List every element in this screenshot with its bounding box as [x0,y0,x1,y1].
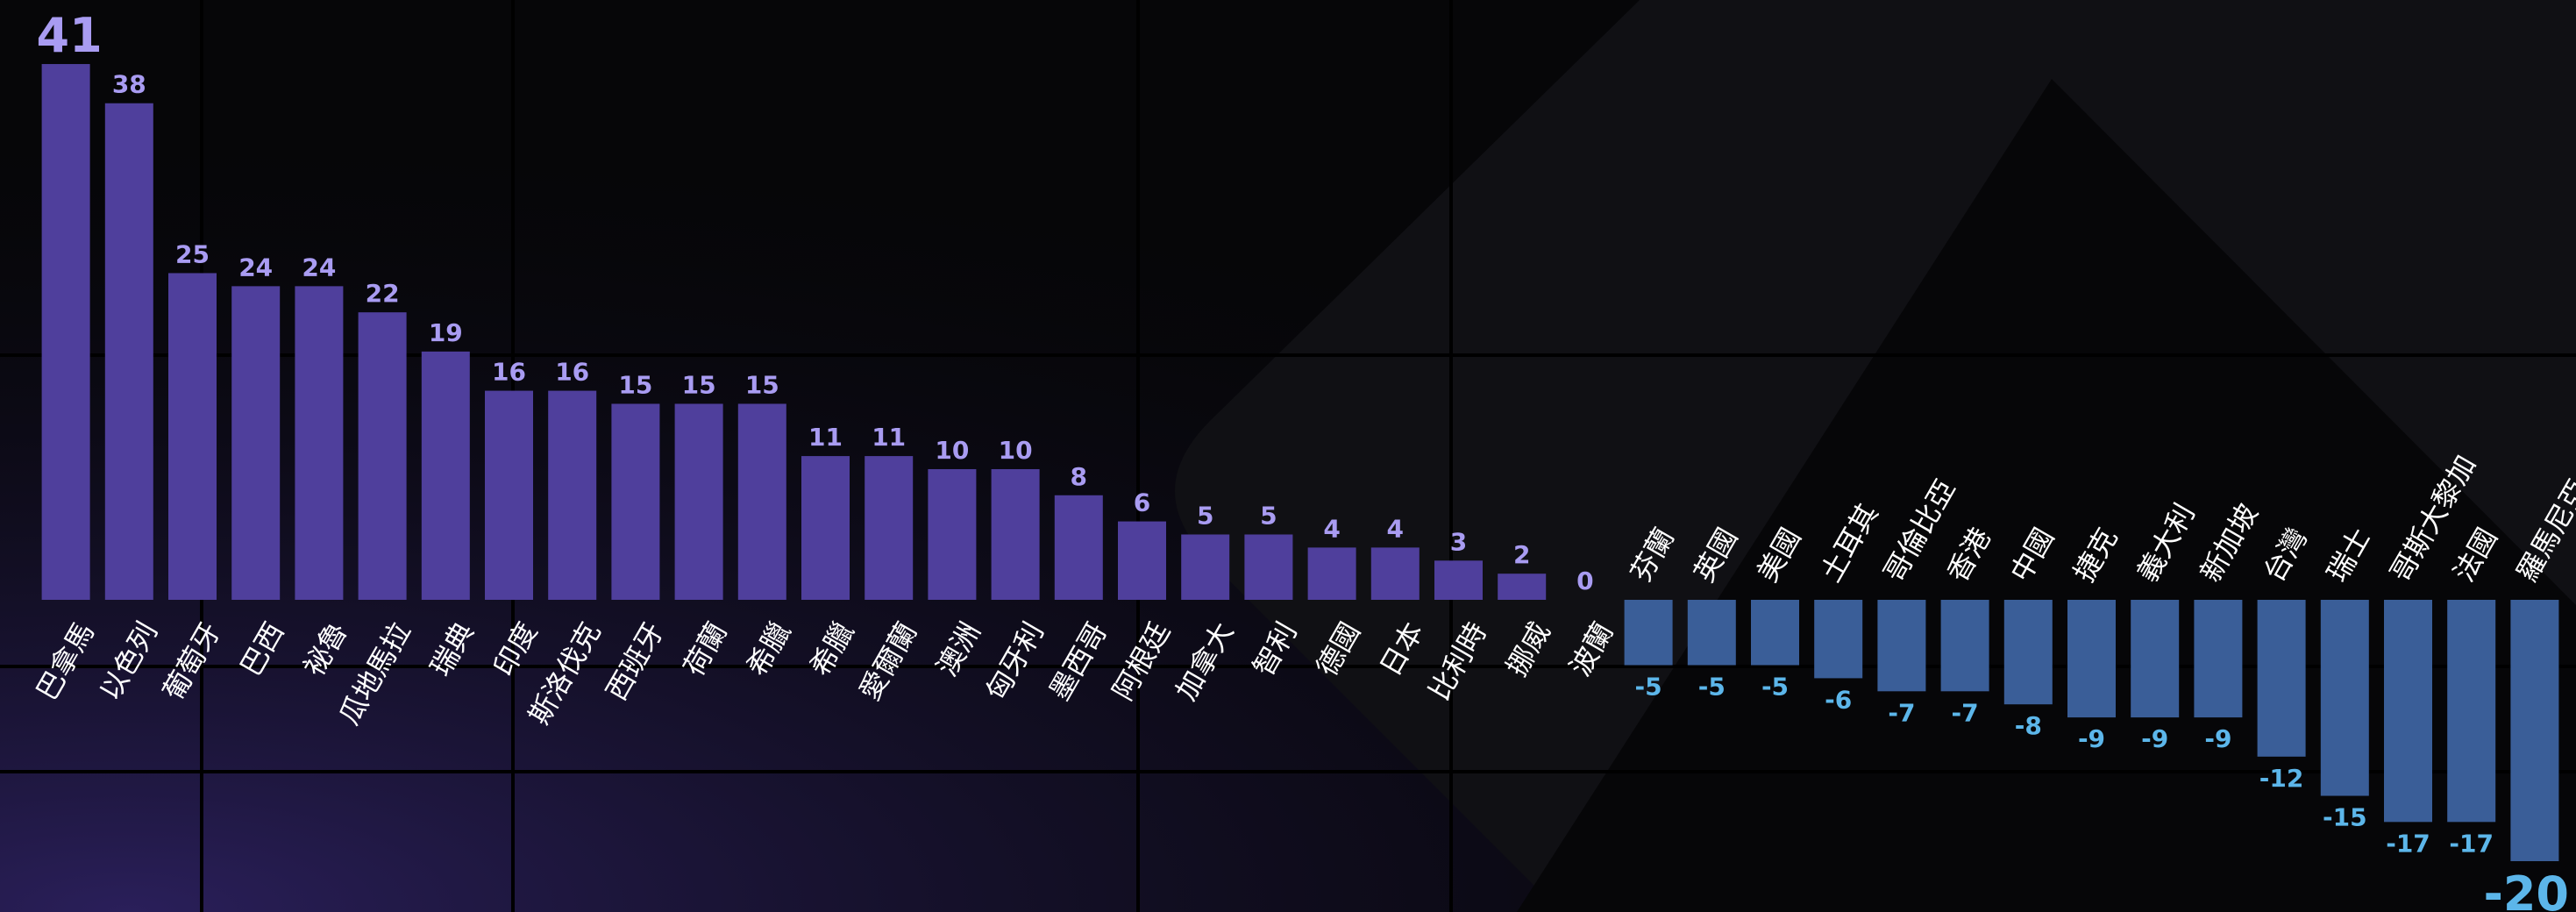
value-label: -17 [2386,829,2430,858]
bar [801,456,850,600]
value-label: -5 [1635,673,1662,702]
value-label: -9 [2204,724,2231,753]
value-label: 4 [1323,514,1340,543]
bar [737,403,786,600]
bar [231,286,281,600]
value-label: 38 [112,70,146,99]
value-label: 10 [935,436,969,465]
bar [1434,560,1483,600]
value-label: -9 [2078,724,2105,753]
value-label: 2 [1513,540,1530,569]
bar [1687,600,1736,666]
value-label: 15 [745,370,779,399]
value-label: -15 [2323,803,2367,832]
value-label: 11 [872,423,906,452]
bar [2131,600,2180,718]
bar [2447,600,2496,823]
bar [485,390,533,600]
value-label: -5 [1761,673,1789,702]
bar [1498,574,1547,600]
bar [358,312,407,600]
bar [1370,547,1420,600]
value-label: -5 [1698,673,1726,702]
value-label: -8 [2015,711,2042,740]
bar [991,468,1040,600]
bar [674,403,723,600]
bar [2384,600,2432,823]
value-label: -6 [1825,685,1852,714]
bar [1307,547,1356,600]
bar [2257,600,2306,757]
value-label: 19 [429,318,463,347]
value-label: 16 [492,358,526,387]
value-label: 6 [1134,488,1150,517]
bar [2003,600,2053,705]
value-label: 4 [1387,514,1404,543]
bar [168,273,217,600]
bar [1814,600,1863,679]
value-label: 5 [1197,501,1213,530]
value-label: 15 [618,370,652,399]
value-label: 24 [238,253,273,281]
value-label: 11 [808,423,843,452]
value-label: -7 [1888,698,1915,727]
value-label: -7 [1952,698,1979,727]
decor-shape [1517,79,2576,912]
value-label: 5 [1260,501,1277,530]
bar [865,456,914,600]
value-label: 3 [1450,527,1467,556]
bar [1054,495,1103,600]
bar [611,403,660,600]
bar [421,351,470,600]
bar [2194,600,2243,718]
bar [295,286,344,600]
value-label: 8 [1071,462,1087,491]
bar [1877,600,1926,692]
bar [928,468,977,600]
bar [41,64,90,601]
bar [1181,534,1230,600]
value-label: 25 [175,239,210,268]
bar [2320,600,2369,796]
value-label: 15 [682,370,716,399]
value-label: 41 [37,8,103,63]
bar [548,390,597,600]
value-label: 0 [1576,566,1593,595]
bar [1624,600,1673,666]
value-label: 22 [366,279,400,308]
bar [2510,600,2559,862]
bar [104,103,153,601]
value-label: -12 [2259,764,2304,793]
bar [2067,600,2116,718]
value-label: 24 [302,253,336,281]
bar [1244,534,1293,600]
value-label: 10 [999,436,1033,465]
bar [1118,521,1166,600]
value-label: -17 [2449,829,2494,858]
bar [1751,600,1799,666]
value-label: -20 [2483,866,2569,912]
value-label: -9 [2141,724,2168,753]
bar [1940,600,1989,692]
value-label: 16 [555,358,589,387]
